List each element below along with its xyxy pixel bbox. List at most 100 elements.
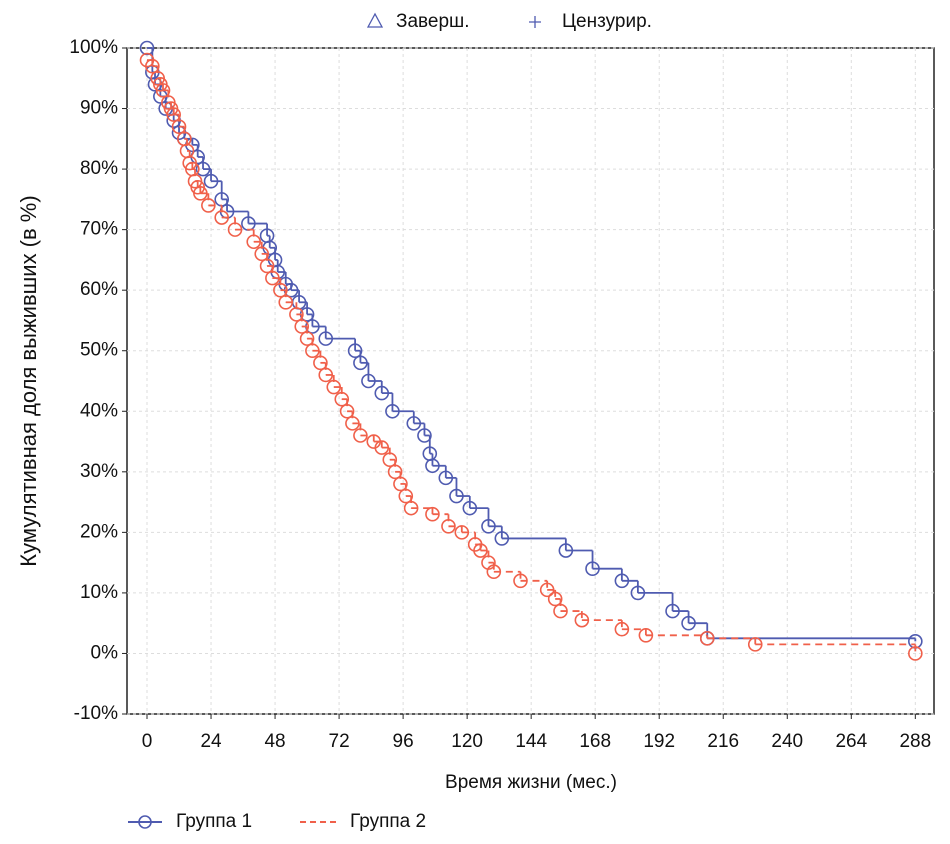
event-marker	[387, 464, 403, 480]
event-marker	[638, 627, 654, 643]
legend-completed: Заверш.	[396, 11, 470, 32]
x-tick-label: 24	[200, 731, 222, 752]
event-marker	[334, 391, 350, 407]
event-marker	[908, 646, 923, 661]
x-tick-label: 144	[515, 731, 547, 752]
event-marker	[273, 282, 288, 298]
event-marker	[382, 452, 398, 468]
event-marker	[171, 119, 187, 135]
event-marker	[361, 373, 376, 389]
event-marker	[385, 403, 400, 419]
event-marker	[699, 631, 715, 646]
x-tick-label: 216	[707, 731, 739, 752]
event-marker	[614, 621, 630, 637]
event-marker	[665, 603, 680, 619]
event-marker	[454, 525, 470, 540]
event-marker	[345, 416, 360, 431]
event-marker	[539, 582, 555, 598]
event-marker	[155, 83, 171, 98]
event-marker	[318, 367, 334, 383]
legend-marker-1	[138, 815, 152, 829]
event-marker	[574, 612, 590, 628]
event-marker	[166, 107, 181, 122]
y-tick-label: 10%	[80, 582, 118, 603]
y-tick-label: 0%	[91, 642, 119, 663]
event-marker	[214, 210, 230, 225]
event-marker	[494, 531, 510, 546]
event-marker	[449, 488, 464, 504]
event-marker	[299, 331, 315, 346]
x-tick-label: 96	[393, 731, 414, 752]
event-marker	[313, 355, 328, 371]
y-tick-label: 20%	[80, 521, 118, 542]
event-marker	[441, 519, 456, 534]
y-tick-label: 100%	[69, 37, 118, 58]
event-marker	[585, 561, 600, 576]
event-marker	[227, 222, 243, 237]
event-marker	[254, 246, 270, 262]
event-marker	[195, 161, 211, 177]
event-marker	[747, 637, 763, 652]
event-marker	[403, 500, 419, 516]
x-tick-label: 120	[451, 731, 483, 752]
y-tick-label: 80%	[80, 158, 118, 179]
event-marker	[265, 270, 280, 286]
y-tick-label: 40%	[80, 400, 118, 421]
event-marker	[462, 500, 478, 516]
event-marker	[425, 506, 440, 522]
event-marker	[513, 573, 528, 589]
event-marker	[278, 294, 294, 310]
event-marker	[289, 307, 304, 322]
event-marker	[614, 573, 630, 589]
x-tick-label: 192	[643, 731, 675, 752]
completed-icon	[366, 12, 384, 28]
censored-icon	[529, 16, 541, 28]
event-marker	[326, 379, 342, 395]
event-marker	[139, 40, 155, 56]
y-tick-label: 90%	[80, 98, 118, 119]
legend-censored: Цензурир.	[562, 11, 652, 32]
event-marker	[425, 458, 440, 474]
event-marker	[486, 564, 502, 580]
event-marker	[681, 615, 696, 631]
event-marker	[398, 488, 414, 504]
x-axis-label: Время жизни (мес.)	[445, 772, 617, 793]
event-marker	[406, 416, 422, 431]
y-tick-label: -10%	[74, 703, 118, 724]
event-marker	[553, 603, 568, 619]
event-marker	[630, 585, 646, 601]
event-marker	[347, 343, 363, 359]
event-marker	[547, 591, 563, 607]
event-marker	[353, 428, 368, 443]
y-tick-label: 60%	[80, 279, 118, 300]
event-marker	[294, 319, 310, 334]
plot-frame	[126, 47, 935, 715]
event-marker	[374, 385, 390, 401]
x-tick-label: 240	[771, 731, 803, 752]
event-marker	[339, 403, 355, 419]
event-marker	[203, 173, 219, 189]
event-marker	[259, 258, 275, 274]
x-tick-label: 0	[142, 731, 153, 752]
event-marker	[246, 234, 262, 250]
y-tick-label: 30%	[80, 461, 118, 482]
y-axis-label: Кумулятивная доля выживших (в %)	[16, 195, 41, 566]
legend-series-1: Группа 1	[176, 811, 252, 832]
event-marker	[374, 440, 390, 455]
event-marker	[558, 543, 574, 558]
y-tick-label: 50%	[80, 340, 118, 361]
event-marker	[145, 58, 160, 74]
x-tick-label: 72	[329, 731, 350, 752]
event-marker	[353, 355, 368, 371]
event-marker	[438, 470, 454, 486]
legend-series-2: Группа 2	[350, 811, 426, 832]
event-marker	[305, 343, 320, 359]
plot-area: -10% 0% 10% 20% 30% 40% 50% 60% 70% 80% 90% 100% 0 24…	[69, 37, 935, 752]
event-marker	[481, 519, 496, 534]
event-marker	[318, 331, 334, 346]
y-tick-label: 70%	[80, 219, 118, 240]
event-marker	[473, 543, 488, 558]
x-tick-label: 288	[899, 731, 931, 752]
event-marker	[393, 476, 408, 492]
